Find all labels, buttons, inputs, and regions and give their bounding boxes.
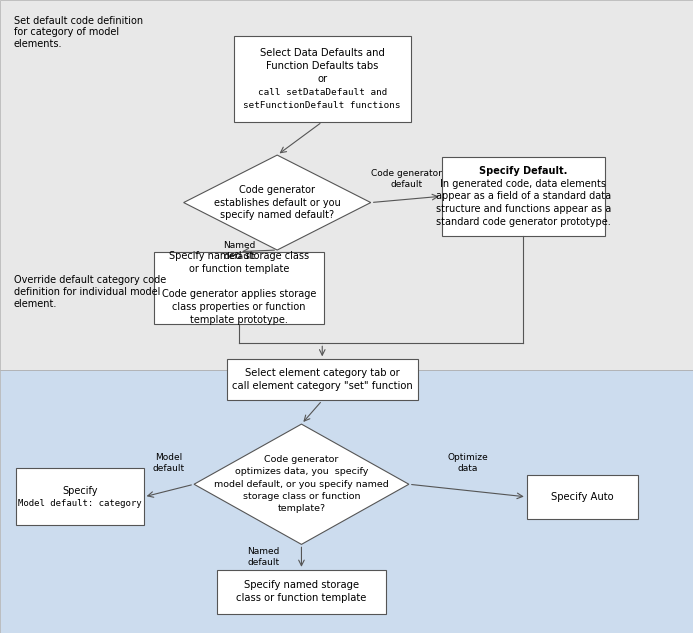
Polygon shape [194,424,409,544]
Text: call element category "set" function: call element category "set" function [232,381,412,391]
Text: appear as a field of a standard data: appear as a field of a standard data [436,191,611,201]
Text: storage class or function: storage class or function [243,492,360,501]
Text: Specify Auto: Specify Auto [551,492,613,502]
Text: standard code generator prototype.: standard code generator prototype. [436,216,611,227]
Text: establishes default or you: establishes default or you [214,197,340,208]
Text: Optimize
data: Optimize data [448,453,488,473]
Bar [154,251,324,324]
Text: Function Defaults tabs: Function Defaults tabs [266,61,378,71]
Text: template?: template? [277,505,326,513]
Bar [16,468,144,525]
Text: setFunctionDefault functions: setFunctionDefault functions [243,101,401,110]
Polygon shape [184,155,371,250]
Text: Specify: Specify [62,486,98,496]
Text: Specify named storage: Specify named storage [244,580,359,591]
Bar [227,359,417,400]
Bar [234,37,410,122]
Text: Override default category code
definition for individual model
element.: Override default category code definitio… [14,275,166,308]
Text: Code generator
default: Code generator default [371,169,441,189]
Text: In generated code, data elements: In generated code, data elements [440,179,606,189]
Text: template prototype.: template prototype. [190,315,288,325]
Polygon shape [0,370,693,633]
Text: Named
default: Named default [247,548,279,567]
Text: Code generator: Code generator [239,185,315,195]
Bar [527,475,638,519]
Text: structure and functions appear as a: structure and functions appear as a [436,204,611,214]
Text: Specify Default.: Specify Default. [479,166,568,176]
Text: Specify named storage class: Specify named storage class [169,251,309,261]
Text: Set default code definition
for category of model
elements.: Set default code definition for category… [14,16,143,49]
Text: optimizes data, you  specify: optimizes data, you specify [235,467,368,477]
Text: class or function template: class or function template [236,593,367,603]
Text: Code generator: Code generator [264,455,339,464]
Text: Model default: category: Model default: category [18,499,141,508]
Text: Code generator applies storage: Code generator applies storage [162,289,316,299]
Text: or function template: or function template [189,264,289,274]
Text: class properties or function: class properties or function [173,302,306,312]
Text: Select element category tab or: Select element category tab or [245,368,400,379]
Text: Model
default: Model default [153,453,185,473]
Bar [442,157,604,236]
Text: Named
default: Named default [223,241,255,261]
Polygon shape [0,0,693,370]
Text: call setDataDefault and: call setDataDefault and [258,87,387,97]
Text: or: or [317,74,327,84]
Text: model default, or you specify named: model default, or you specify named [214,480,389,489]
Bar [216,570,387,614]
Text: specify named default?: specify named default? [220,210,334,220]
Text: Select Data Defaults and: Select Data Defaults and [260,48,385,58]
